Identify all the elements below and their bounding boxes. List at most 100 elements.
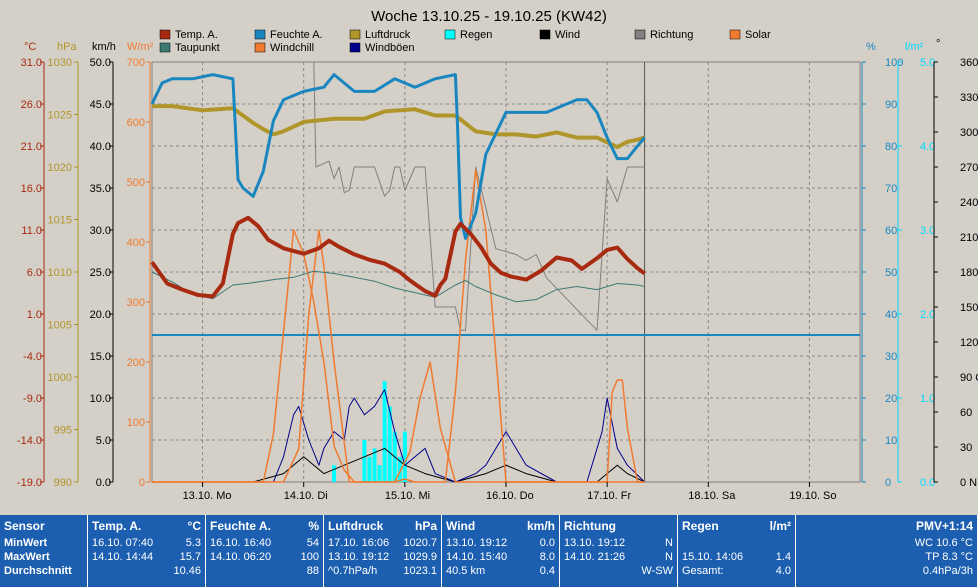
series-line — [152, 104, 646, 150]
table-cell-value: W-SW — [641, 565, 673, 577]
table-header-label: Wind — [446, 519, 476, 533]
direction-tick-label: 150 — [960, 302, 978, 314]
table-cell: 16.10. 16:40 — [210, 537, 272, 549]
table-header: Temp. A. °C — [92, 519, 201, 536]
rain-tick-label: 0.0 — [920, 477, 935, 489]
legend-label: Temp. A. — [175, 29, 218, 41]
table-row — [682, 536, 791, 550]
legend-swatch — [349, 29, 361, 40]
table-cell-value: 88 — [306, 565, 319, 577]
table-cell: MaxWert — [4, 551, 50, 563]
table-header-label: Feuchte A. — [210, 519, 271, 533]
direction-tick-label: 90 O — [960, 372, 978, 384]
table-row: 10.46 — [92, 564, 201, 578]
humidity-tick-label: 60 — [885, 225, 897, 237]
table-row: MinWert — [4, 536, 83, 550]
rain-bar — [362, 440, 367, 482]
legend-label: Luftdruck — [365, 29, 411, 41]
table-cell: 40.5 km — [446, 565, 486, 577]
table-row: 0.4hPa/3h — [800, 564, 973, 578]
table-header-unit: % — [308, 519, 319, 533]
pressure-axis-unit: hPa — [57, 41, 77, 53]
temp-tick-label: -19.0 — [17, 477, 42, 489]
legend-swatch — [729, 29, 741, 40]
table-cell-value: 5.3 — [185, 537, 201, 549]
wind-tick-label: 30.0 — [90, 225, 111, 237]
pressure-tick-label: 1015 — [48, 215, 72, 227]
table-row: ^0.7hPa/h 1023.1 — [328, 564, 437, 578]
temp-tick-label: -4.0 — [23, 351, 42, 363]
table-cell-value: 54 — [306, 537, 319, 549]
legend-label: Windchill — [270, 42, 314, 54]
direction-tick-label: 120 — [960, 337, 978, 349]
humidity-tick-label: 100 — [885, 57, 903, 69]
table-header-label: Temp. A. — [92, 519, 142, 533]
legend-swatch — [539, 29, 551, 40]
temp-tick-label: 6.0 — [27, 267, 42, 279]
table-header: PMV+1:14 — [800, 519, 973, 536]
rain-bar — [372, 448, 377, 482]
table-header: Sensor — [4, 519, 83, 536]
rain-tick-label: 1.0 — [920, 393, 935, 405]
table-cell-value: 15.7 — [179, 551, 201, 563]
direction-tick-label: 360 N — [960, 57, 978, 69]
chart-legend: Temp. A.Taupunkt Feuchte A.Windchill Luftd… — [159, 29, 771, 54]
table-header-unit: km/h — [526, 519, 555, 533]
temp-tick-label: -9.0 — [23, 393, 42, 405]
temp-tick-label: 1.0 — [27, 309, 42, 321]
legend-swatch — [349, 42, 361, 53]
solar-tick-label: 600 — [127, 117, 145, 129]
pressure-tick-label: 1025 — [48, 110, 72, 122]
temp-axis-unit: °C — [24, 41, 36, 53]
table-cell-value: 8.0 — [539, 551, 555, 563]
humidity-tick-label: 90 — [885, 99, 897, 111]
chart-title: Woche 13.10.25 - 19.10.25 (KW42) — [371, 8, 607, 25]
x-tick-label: 14.10. Di — [284, 490, 328, 502]
pressure-tick-label: 1010 — [48, 267, 72, 279]
table-cell-value: N — [665, 537, 673, 549]
rain-tick-label: 2.0 — [920, 309, 935, 321]
table-header-label: Sensor — [4, 519, 45, 533]
table-column: Sensor MinWert MaxWert Durchschnitt — [0, 515, 88, 587]
series-line — [151, 270, 645, 303]
legend-swatch — [159, 29, 171, 40]
temp-tick-label: 21.0 — [21, 141, 42, 153]
table-header-unit: PMV+1:14 — [915, 519, 973, 533]
legend-swatch — [159, 42, 171, 53]
humidity-tick-label: 70 — [885, 183, 897, 195]
direction-tick-label: 0 N — [960, 477, 977, 489]
humidity-axis-unit: % — [866, 41, 876, 53]
humidity-tick-label: 50 — [885, 267, 897, 279]
legend-label: Wind — [555, 29, 580, 41]
pressure-tick-label: 1030 — [48, 57, 72, 69]
table-column: Luftdruck hPa 17.10. 16:06 1020.7 13.10. 19:… — [324, 515, 442, 587]
legend-swatch — [444, 29, 456, 40]
table-row: 14.10. 14:44 15.7 — [92, 550, 201, 564]
table-cell: 13.10. 19:12 — [446, 537, 508, 549]
rain-bar — [387, 406, 392, 482]
table-cell-value: 100 — [300, 551, 319, 563]
x-tick-label: 19.10. So — [789, 490, 836, 502]
rain-tick-label: 4.0 — [920, 141, 935, 153]
wind-axis-unit: km/h — [92, 41, 116, 53]
table-header-unit: °C — [187, 519, 201, 533]
humidity-tick-label: 10 — [885, 435, 897, 447]
table-cell: Durchschnitt — [4, 565, 72, 577]
table-header: Richtung — [564, 519, 673, 536]
table-cell: 14.10. 14:44 — [92, 551, 154, 563]
humidity-tick-label: 30 — [885, 351, 897, 363]
table-cell-value: 10.46 — [173, 565, 201, 577]
solar-tick-label: 400 — [127, 237, 145, 249]
table-cell-value: N — [665, 551, 673, 563]
wind-tick-label: 10.0 — [90, 393, 111, 405]
temp-tick-label: -14.0 — [17, 435, 42, 447]
weather-chart: Woche 13.10.25 - 19.10.25 (KW42) Temp. A… — [16, 8, 978, 502]
table-row: W-SW — [564, 564, 673, 578]
legend-swatch — [634, 29, 646, 40]
solar-axis-unit: W/m² — [127, 41, 154, 53]
legend-label: Windböen — [365, 42, 415, 54]
table-cell: 14.10. 21:26 — [564, 551, 626, 563]
direction-tick-label: 210 — [960, 232, 978, 244]
legend-label: Solar — [745, 29, 771, 41]
wind-tick-label: 45.0 — [90, 99, 111, 111]
